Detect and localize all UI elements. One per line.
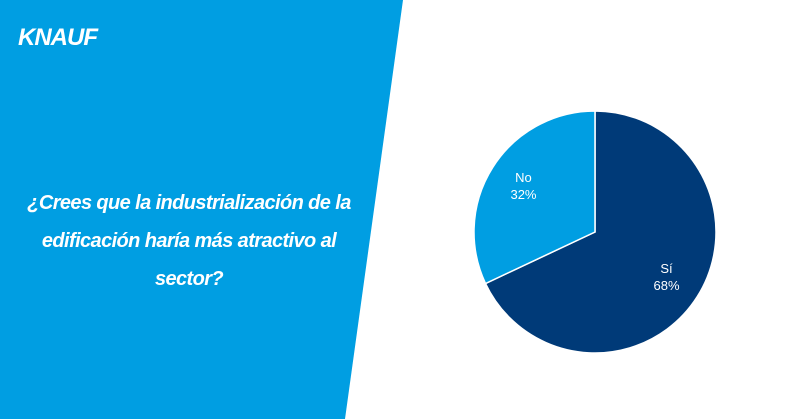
slice-value-label: 32%: [510, 187, 536, 202]
slice-label: Sí: [660, 261, 673, 276]
brand-logo: KNAUF: [18, 24, 98, 51]
pie-slice: [484, 110, 717, 354]
slice-value-label: 68%: [653, 278, 679, 293]
chart-title: ¿Crees que la industrialización de la ed…: [27, 192, 351, 290]
pie-slice: [473, 110, 596, 285]
slice-label: No: [515, 170, 532, 185]
